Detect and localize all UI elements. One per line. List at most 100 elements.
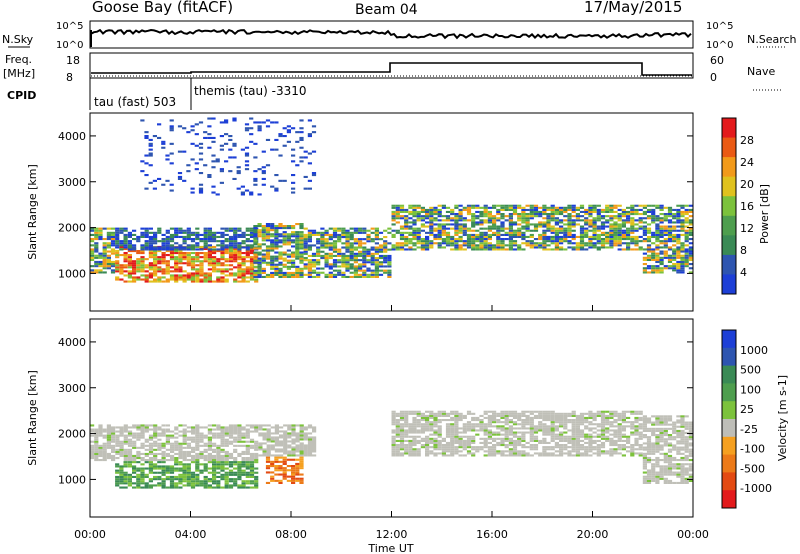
echo-cell (496, 204, 501, 207)
echo-cell (286, 225, 291, 228)
echo-cell (254, 482, 259, 485)
echo-cell (659, 271, 664, 274)
echo-cell (299, 454, 304, 457)
echo-cell (638, 235, 643, 238)
echo-cell (270, 229, 275, 232)
echo-cell (299, 247, 304, 250)
echo-cell (212, 235, 217, 238)
echo-cell (441, 231, 446, 234)
echo-cell (299, 261, 304, 264)
echo-cell (228, 254, 234, 257)
echo-cell (132, 278, 137, 281)
echo-cell (429, 242, 434, 245)
echo-cell (106, 267, 111, 270)
echo-cell (429, 416, 434, 419)
echo-cell (596, 238, 601, 241)
echo-cell (433, 217, 438, 220)
echo-cell (600, 446, 606, 449)
echo-cell (471, 454, 476, 457)
echo-cell (257, 271, 262, 274)
echo-cell (245, 446, 250, 449)
echo-cell (165, 469, 170, 472)
echo-cell (253, 235, 258, 238)
echo-cell (320, 238, 325, 241)
echo-cell (688, 252, 693, 255)
echo-cell (412, 223, 417, 226)
echo-cell (630, 217, 635, 220)
echo-cell (115, 242, 120, 245)
echo-cell (148, 144, 153, 147)
echo-cell (567, 227, 572, 230)
echo-cell (186, 463, 191, 466)
echo-cell (667, 254, 673, 257)
echo-cell (651, 217, 656, 220)
echo-cell (458, 215, 463, 218)
echo-cell (441, 227, 446, 230)
echo-cell (492, 412, 497, 415)
echo-cell (207, 446, 212, 449)
echo-cell (621, 446, 626, 449)
echo-cell (207, 276, 212, 279)
echo-cell (278, 263, 283, 266)
echo-cell (249, 262, 255, 265)
echo-cell (676, 254, 681, 257)
echo-cell (102, 256, 107, 259)
echo-cell (157, 426, 162, 429)
echo-cell (207, 444, 212, 447)
echo-cell (258, 444, 263, 447)
echo-cell (605, 419, 610, 422)
echo-cell (265, 249, 271, 252)
echo-cell (262, 432, 267, 435)
echo-cell (241, 469, 246, 472)
echo-cell (479, 246, 484, 249)
echo-cell (295, 465, 300, 468)
echo-cell (345, 244, 350, 247)
echo-cell (567, 233, 572, 236)
echo-cell (136, 478, 141, 481)
echo-cell (634, 229, 639, 232)
echo-cell (94, 254, 99, 257)
echo-cell (270, 432, 275, 435)
echo-cell (127, 440, 133, 443)
echo-cell (148, 244, 153, 247)
echo-cell (395, 427, 400, 430)
echo-cell (579, 242, 585, 245)
echo-cell (613, 452, 618, 455)
echo-cell (575, 431, 580, 434)
echo-cell (94, 233, 99, 236)
echo-cell (278, 227, 283, 230)
echo-cell (391, 410, 396, 413)
echo-cell (140, 432, 145, 435)
echo-cell (458, 213, 463, 216)
echo-cell (592, 223, 597, 226)
echo-cell (600, 452, 606, 455)
echo-cell (219, 148, 224, 151)
echo-cell (567, 441, 572, 444)
echo-cell (253, 253, 258, 256)
echo-cell (278, 460, 283, 463)
echo-cell (399, 454, 405, 457)
echo-cell (190, 268, 196, 271)
echo-cell (307, 442, 313, 445)
echo-cell (517, 244, 522, 247)
echo-cell (412, 248, 417, 251)
echo-cell (119, 268, 124, 271)
echo-cell (437, 213, 442, 216)
echo-cell (575, 446, 580, 449)
echo-cell (433, 233, 438, 236)
echo-cell (425, 454, 430, 457)
echo-cell (349, 242, 354, 245)
echo-cell (433, 206, 438, 209)
echo-cell (161, 424, 166, 427)
echo-cell (609, 210, 614, 213)
echo-cell (307, 271, 312, 274)
echo-cell (94, 227, 99, 230)
echo-cell (337, 227, 342, 230)
echo-cell (270, 148, 275, 151)
echo-cell (496, 450, 501, 453)
echo-cell (609, 441, 614, 444)
echo-cell (525, 217, 530, 220)
echo-cell (224, 244, 229, 247)
echo-cell (617, 448, 622, 451)
echo-cell (353, 229, 358, 232)
